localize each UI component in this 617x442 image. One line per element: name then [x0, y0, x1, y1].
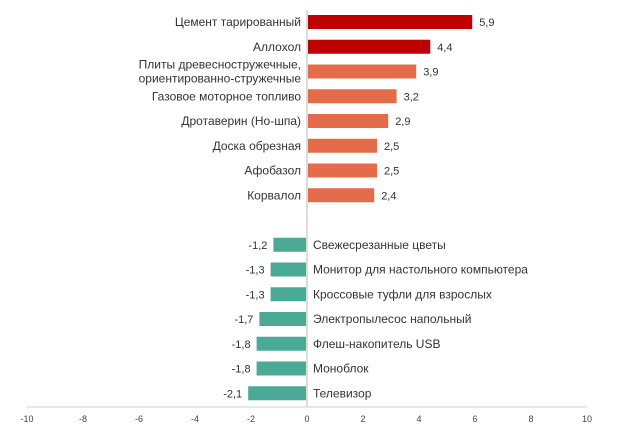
- category-label: Доска обрезная: [213, 139, 301, 153]
- category-label-line: Аллохол: [253, 40, 301, 54]
- category-label: Газовое моторное топливо: [152, 89, 301, 103]
- bar: [259, 312, 306, 326]
- category-label-line: Корвалол: [247, 188, 301, 202]
- bar: [308, 138, 377, 153]
- category-label: Аллохол: [253, 40, 301, 54]
- data-label: -2,1: [223, 388, 242, 400]
- data-label: -1,2: [248, 240, 267, 252]
- bar: [308, 89, 397, 104]
- category-label: Дротаверин (Но-шпа): [181, 114, 301, 128]
- x-tick-label: -8: [79, 414, 87, 424]
- category-label: Корвалол: [247, 188, 301, 202]
- x-tick-label: 4: [416, 414, 421, 424]
- category-label: Флеш-накопитель USB: [313, 337, 440, 351]
- bar: [256, 336, 306, 351]
- bar: [273, 237, 306, 252]
- category-label-line: ориентированно-стружечные: [139, 72, 302, 86]
- x-tick-label: -4: [191, 414, 199, 424]
- category-label-line: Моноблок: [313, 362, 369, 376]
- category-label-line: Монитор для настольного компьютера: [313, 263, 528, 277]
- x-tick-label: 10: [582, 414, 592, 424]
- category-label-line: Кроссовые туфли для взрослых: [313, 287, 492, 301]
- bar: [308, 15, 473, 29]
- category-label: Плиты древесностружечные, ориентированно-…: [139, 58, 302, 86]
- x-tick-label: 0: [304, 414, 309, 424]
- x-tick-label: 6: [472, 414, 477, 424]
- category-label: Электропылесос напольный: [313, 312, 472, 326]
- category-label-line: Флеш-накопитель USB: [313, 337, 440, 351]
- category-label-line: Плиты древесностружечные,: [139, 58, 301, 72]
- x-tick-label: -2: [247, 414, 255, 424]
- bar: [248, 386, 306, 401]
- data-label: 3,9: [423, 67, 438, 79]
- data-label: 2,4: [381, 190, 396, 202]
- bar: [256, 361, 306, 376]
- bar: [270, 287, 306, 302]
- data-label: 4,4: [437, 42, 452, 54]
- data-label: -1,7: [234, 314, 253, 326]
- data-label: 5,9: [479, 17, 494, 29]
- category-label-line: Свежесрезанные цветы: [313, 238, 446, 252]
- category-label: Кроссовые туфли для взрослых: [313, 287, 492, 301]
- bar: [308, 39, 431, 54]
- data-label: -1,3: [246, 265, 265, 277]
- category-label-line: Доска обрезная: [213, 139, 301, 153]
- bar: [308, 163, 377, 178]
- data-label: 2,9: [395, 116, 410, 128]
- bar: [308, 64, 417, 79]
- category-label-line: Газовое моторное топливо: [152, 89, 301, 103]
- category-label-line: Телевизор: [313, 386, 372, 400]
- bar: [308, 114, 389, 128]
- bar: [270, 262, 306, 277]
- category-label-line: Дротаверин (Но-шпа): [181, 114, 301, 128]
- category-label: Цемент тарированный: [175, 15, 301, 29]
- data-label: -1,8: [232, 339, 251, 351]
- x-tick-label: 2: [360, 414, 365, 424]
- category-label: Монитор для настольного компьютера: [313, 263, 528, 277]
- x-tick-label: -6: [135, 414, 143, 424]
- category-label-line: Электропылесос напольный: [313, 312, 472, 326]
- data-label: 3,2: [404, 91, 419, 103]
- category-label-line: Цемент тарированный: [175, 15, 301, 29]
- category-label: Моноблок: [313, 362, 369, 376]
- data-label: -1,8: [232, 364, 251, 376]
- data-label: 2,5: [384, 166, 399, 178]
- data-label: 2,5: [384, 141, 399, 153]
- data-label: -1,3: [246, 289, 265, 301]
- bar: [308, 188, 375, 203]
- x-tick-label: 8: [528, 414, 533, 424]
- category-label: Афобазол: [244, 164, 301, 178]
- category-label: Телевизор: [313, 386, 372, 400]
- x-tick-label: -10: [20, 414, 33, 424]
- category-label: Свежесрезанные цветы: [313, 238, 446, 252]
- category-label-line: Афобазол: [244, 164, 301, 178]
